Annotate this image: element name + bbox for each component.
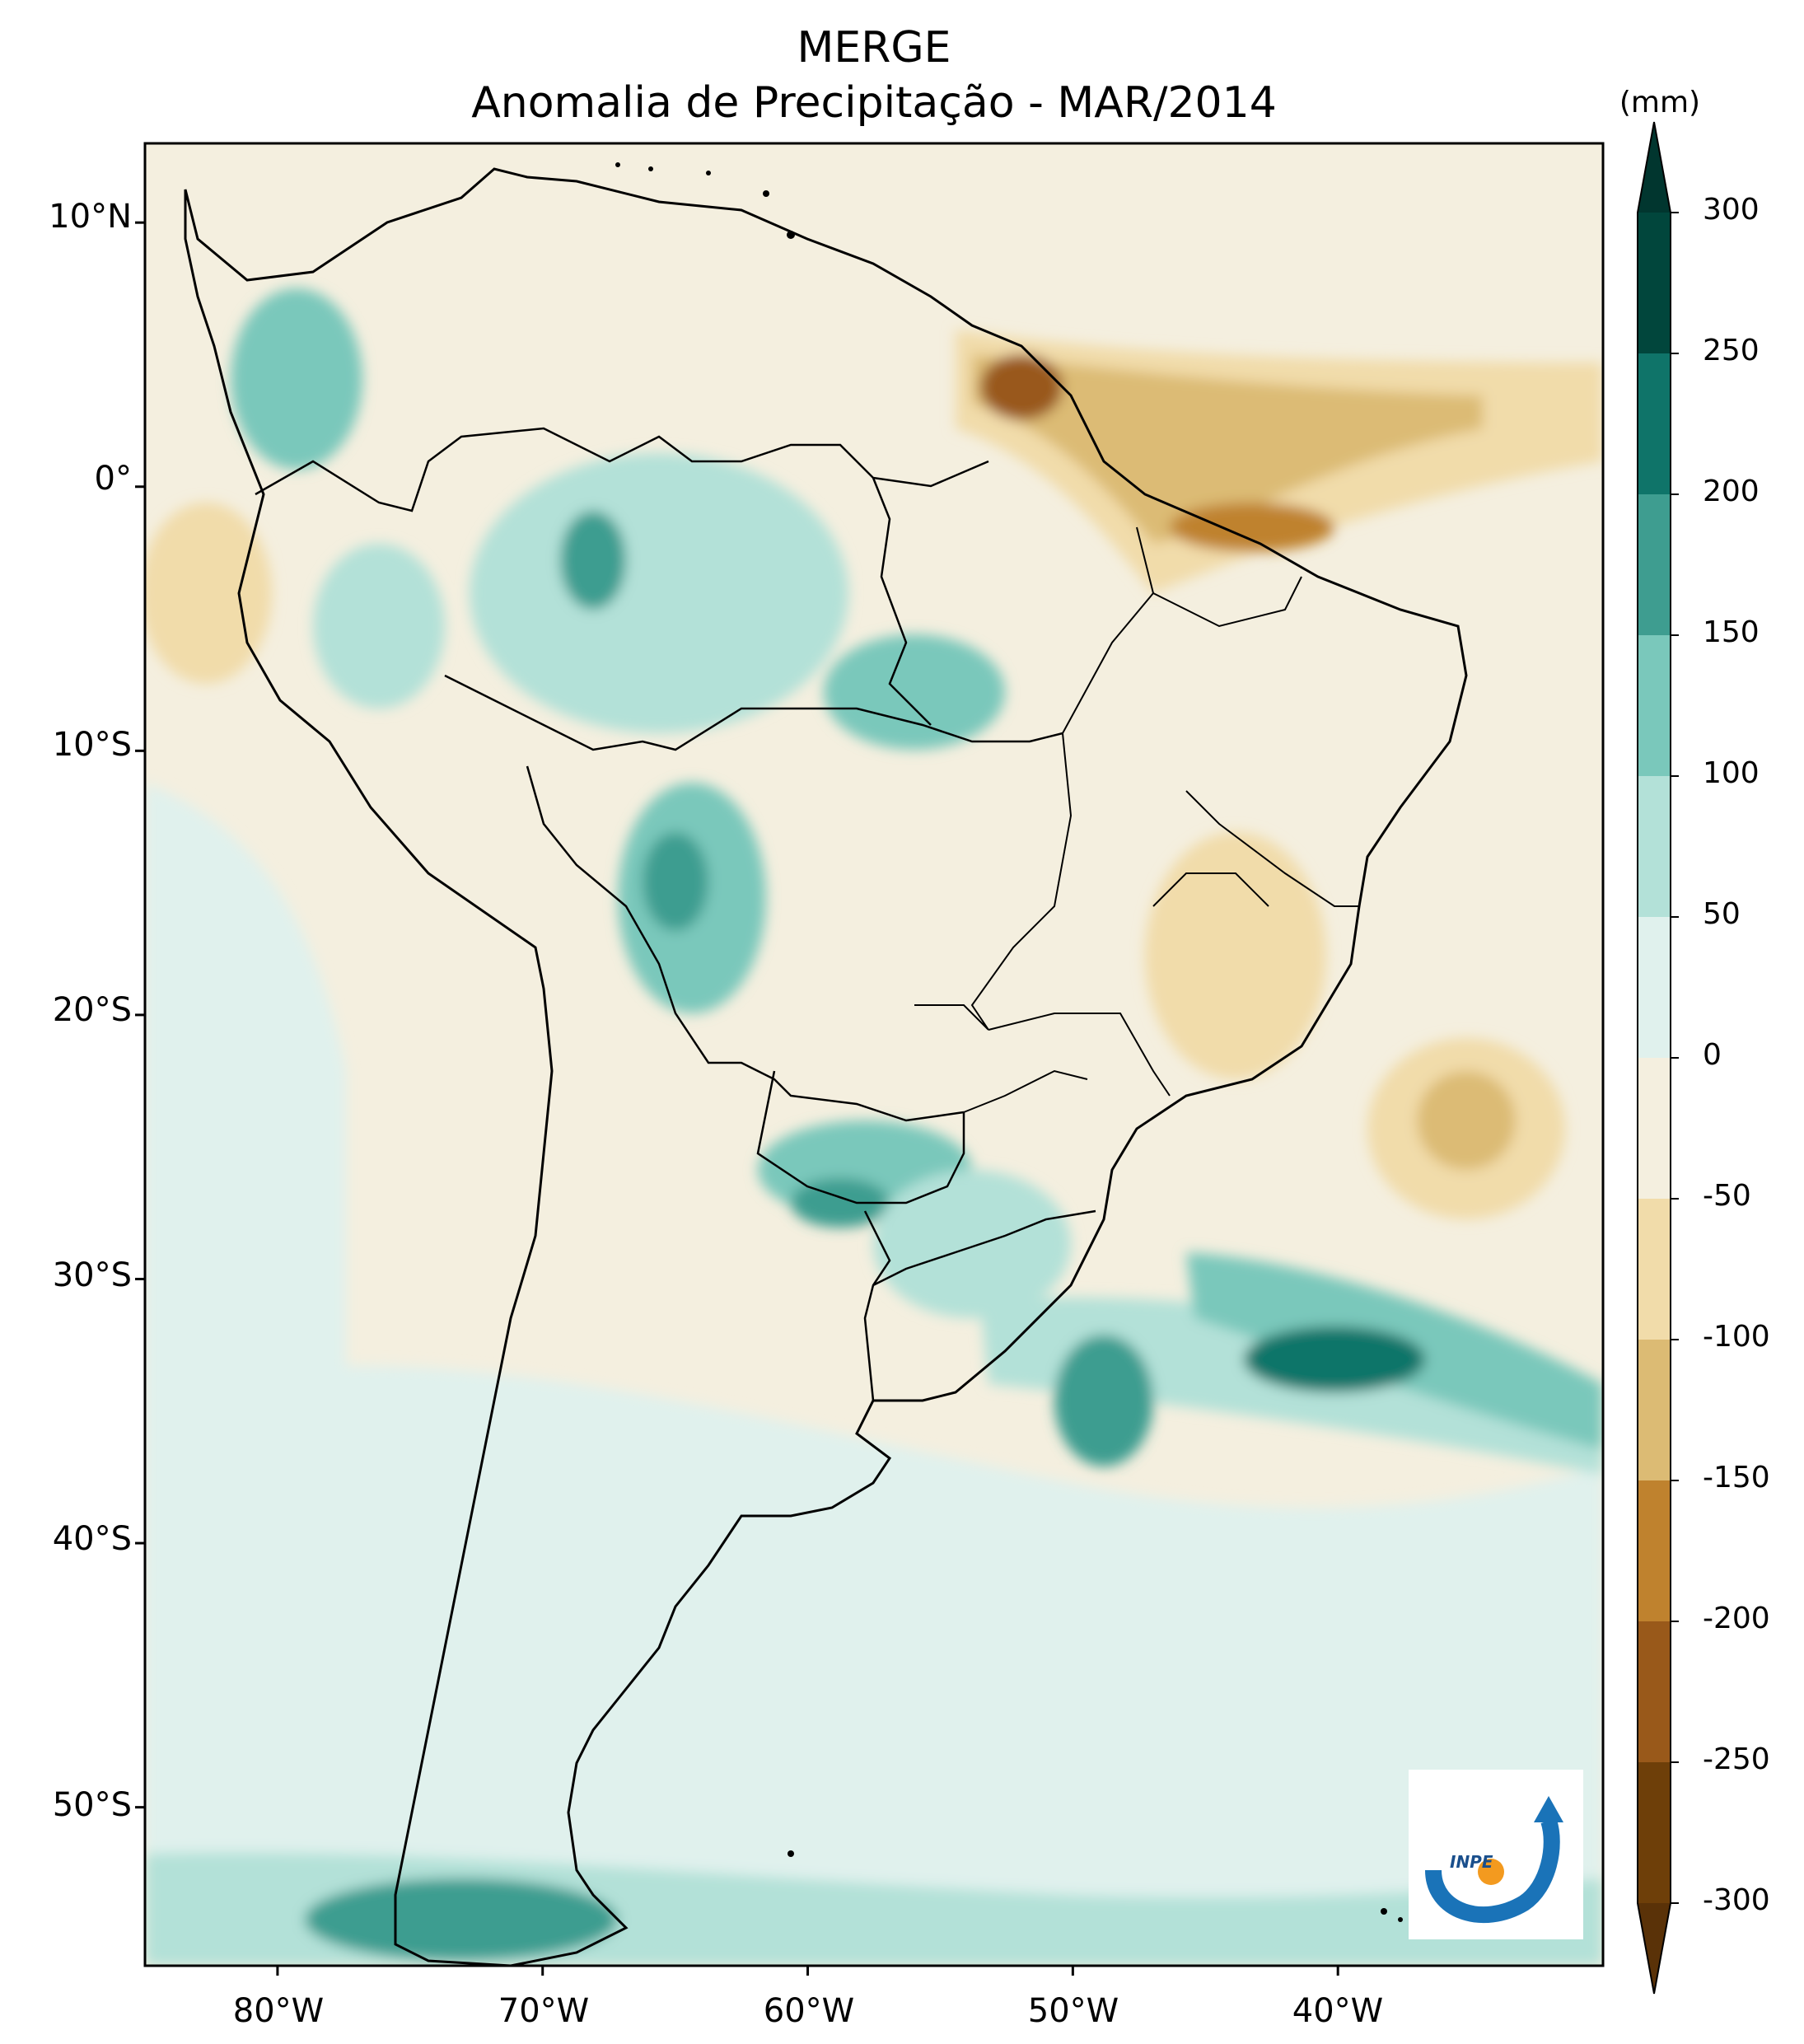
- country-borders: [255, 427, 1096, 1401]
- colorbar-bin: [1638, 213, 1671, 353]
- state-borders: [914, 526, 1359, 1113]
- lat-label-30s: 30°S: [52, 1256, 132, 1294]
- negative-core-equatorial-atlantic: [972, 354, 1483, 544]
- islands: [615, 162, 1403, 1922]
- colorbar: [1637, 121, 1679, 1995]
- lon-label-70w: 70°W: [498, 1992, 590, 2030]
- lat-label-0: 0°: [94, 460, 132, 498]
- logo-arc: [1425, 1817, 1560, 1923]
- colorbar-label: 200: [1703, 475, 1760, 508]
- colorbar-bin: [1638, 1621, 1671, 1762]
- colorbar-label: 100: [1703, 756, 1760, 790]
- colorbar-bin: [1638, 917, 1671, 1058]
- positive-patch-amazon: [470, 453, 848, 733]
- positive-patch-colombia: [231, 288, 362, 470]
- negative-patch-ecuador: [145, 503, 272, 684]
- lat-label-40s: 40°S: [52, 1520, 132, 1558]
- colorbar-under-arrow: [1638, 1903, 1671, 1994]
- positive-patch-para: [824, 634, 1005, 750]
- positive-region-pacific: [145, 783, 346, 1401]
- map-title: MERGE: [797, 23, 951, 72]
- positive-core-amazon: [560, 511, 626, 610]
- lat-label-20s: 20°S: [52, 991, 132, 1029]
- colorbar-bin: [1638, 776, 1671, 917]
- positive-core-bolivia: [643, 832, 708, 931]
- anomaly-field: [145, 162, 1603, 1966]
- lat-label-10n: 10°N: [49, 198, 132, 236]
- lon-label-60w: 60°W: [763, 1992, 855, 2030]
- colorbar-bin: [1638, 1199, 1671, 1340]
- colorbar-label: 150: [1703, 615, 1760, 649]
- logo-sun: [1478, 1859, 1504, 1885]
- colorbar-bin: [1638, 1480, 1671, 1621]
- colorbar-label: -300: [1703, 1883, 1770, 1917]
- colorbar-bin: [1638, 635, 1671, 776]
- negative-core-se-atlantic: [1417, 1071, 1516, 1170]
- map-frame: [143, 142, 1605, 1967]
- inpe-logo: INPE: [1409, 1770, 1583, 1939]
- colorbar-label: 300: [1703, 193, 1760, 227]
- colorbar-bin: [1638, 494, 1671, 635]
- positive-core-uruguay-coast: [1054, 1335, 1153, 1466]
- positive-patch-rs: [873, 1170, 1071, 1318]
- negative-core-amapa: [980, 354, 1063, 420]
- negative-core-maranhao: [1170, 503, 1334, 552]
- colorbar-over-arrow: [1638, 122, 1671, 213]
- colorbar-label: -100: [1703, 1320, 1770, 1354]
- lon-label-80w: 80°W: [232, 1992, 325, 2030]
- colorbar-bin: [1638, 1058, 1671, 1199]
- map-subtitle: Anomalia de Precipitação - MAR/2014: [471, 78, 1277, 128]
- axis-ticks: [135, 221, 1339, 1976]
- lon-label-40w: 40°W: [1292, 1992, 1384, 2030]
- logo-arrow-icon: [1534, 1796, 1563, 1822]
- colorbar-unit: (mm): [1619, 86, 1701, 119]
- colorbar-label: -250: [1703, 1742, 1770, 1776]
- positive-patch-patagonia: [305, 1878, 618, 1961]
- colorbar-bin: [1638, 1340, 1671, 1480]
- colorbar-label: -200: [1703, 1602, 1770, 1635]
- lat-label-50s: 50°S: [52, 1786, 132, 1824]
- colorbar-bin: [1638, 1762, 1671, 1903]
- positive-patch-peru: [313, 544, 445, 709]
- colorbar-label: -150: [1703, 1461, 1770, 1494]
- coastline: [184, 167, 1468, 1966]
- colorbar-label: 250: [1703, 334, 1760, 367]
- colorbar-label: 50: [1703, 897, 1741, 931]
- lat-label-10s: 10°S: [52, 726, 132, 764]
- positive-core-atlantic: [1244, 1326, 1425, 1392]
- positive-core-paraguay: [791, 1178, 890, 1228]
- colorbar-label: -50: [1703, 1179, 1751, 1213]
- colorbar-bin: [1638, 353, 1671, 494]
- positive-band-south: [145, 1365, 1603, 1966]
- logo-text: INPE: [1450, 1852, 1493, 1872]
- colorbar-label: 0: [1703, 1038, 1722, 1072]
- lon-label-50w: 50°W: [1027, 1992, 1119, 2030]
- negative-patch-minas: [1145, 832, 1326, 1079]
